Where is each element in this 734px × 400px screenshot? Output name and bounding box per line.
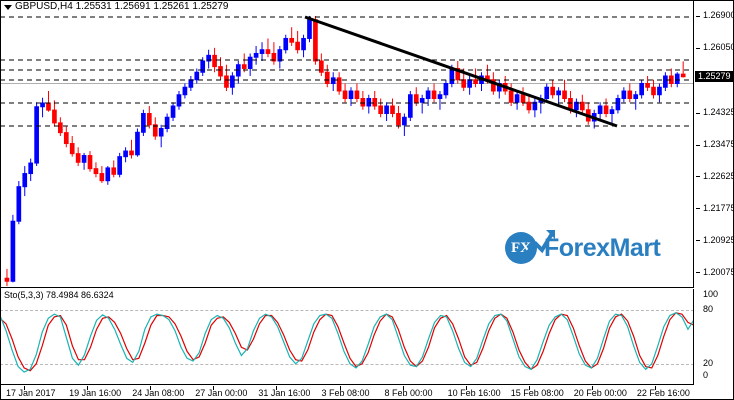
price-axis-tick [696,47,700,49]
price-axis-label: 1.22625 [703,170,734,181]
stoch-level-80-line [0,310,693,311]
price-chart-pane[interactable]: FX ForexMart GBPUSD,H4 1.25531 1.25691 1… [0,0,694,288]
symbol-header-text: GBPUSD,H4 1.25531 1.25691 1.25261 1.2527… [15,1,229,12]
stoch-level-20-line [0,364,693,365]
time-axis-label: 22 Feb 16:00 [636,388,690,398]
time-axis-label: 27 Jan 00:00 [195,388,248,398]
time-axis-tick [87,386,89,390]
price-axis-tick [696,15,700,17]
time-axis-label: 24 Jan 08:00 [132,388,185,398]
time-axis-tick [402,386,404,390]
time-axis-label: 10 Feb 16:00 [447,388,501,398]
time-axis: 17 Jan 2017 19 Jan 16:00 24 Jan 08:00 27 Ja… [0,386,734,400]
price-axis[interactable]: 1.26900 1.26050 1.25279 1.24325 1.23475 1.226… [695,0,734,385]
candlestick-series [0,15,693,287]
price-axis-tick [696,272,700,274]
time-axis-label: 20 Feb 00:00 [573,388,627,398]
time-axis-tick [591,386,593,390]
stochastic-axis-label: 0 [703,370,709,380]
brand-wordmark: ForexMart [522,229,661,263]
time-axis-tick [339,386,341,390]
price-axis-label: 1.20925 [703,234,734,245]
price-axis-tick [696,112,700,114]
brand-name-part2: Mart [609,233,661,262]
triangle-down-icon[interactable] [4,4,12,10]
price-axis-tick [696,144,700,146]
price-axis-tick [696,208,700,210]
price-axis-tick [696,176,700,178]
stochastic-pane[interactable]: Sto(5,3,3) 78.4984 86.6324 [0,289,694,385]
time-axis-tick [465,386,467,390]
time-axis-tick [213,386,215,390]
time-axis-label: 19 Jan 16:00 [69,388,122,398]
time-axis-tick [654,386,656,390]
stochastic-axis-label: 100 [703,289,719,299]
price-axis-label: 1.24325 [703,107,734,118]
time-axis-label: 31 Jan 16:00 [258,388,311,398]
stochastic-series [0,312,693,373]
brand-name-part1: Forex [544,233,610,262]
price-axis-label: 1.20075 [703,266,734,277]
price-axis-tick [696,240,700,242]
time-axis-label: 15 Feb 08:00 [510,388,564,398]
time-axis-tick [276,386,278,390]
stochastic-axis-label: 80 [703,304,714,314]
time-axis-tick [24,386,25,390]
time-axis-label: 8 Feb 00:00 [384,388,433,398]
growth-arrow-icon [522,229,555,257]
symbol-header[interactable]: GBPUSD,H4 1.25531 1.25691 1.25261 1.2527… [4,1,229,14]
price-axis-label: 1.21775 [703,202,734,213]
time-axis-tick [528,386,530,390]
current-price-line [0,83,693,84]
price-axis-label: 1.26900 [703,10,734,21]
price-axis-label: 1.23475 [703,139,734,149]
indicator-header: Sto(5,3,3) 78.4984 86.6324 [4,290,114,300]
stochastic-axis-label: 20 [703,358,714,368]
forexmart-logo: FX ForexMart [505,229,661,264]
current-price-badge: 1.25279 [695,71,734,83]
time-axis-label: 3 Feb 08:00 [321,388,370,398]
time-axis-label: 17 Jan 2017 [6,388,56,398]
price-axis-label: 1.26050 [703,42,734,53]
time-axis-tick [150,386,152,390]
